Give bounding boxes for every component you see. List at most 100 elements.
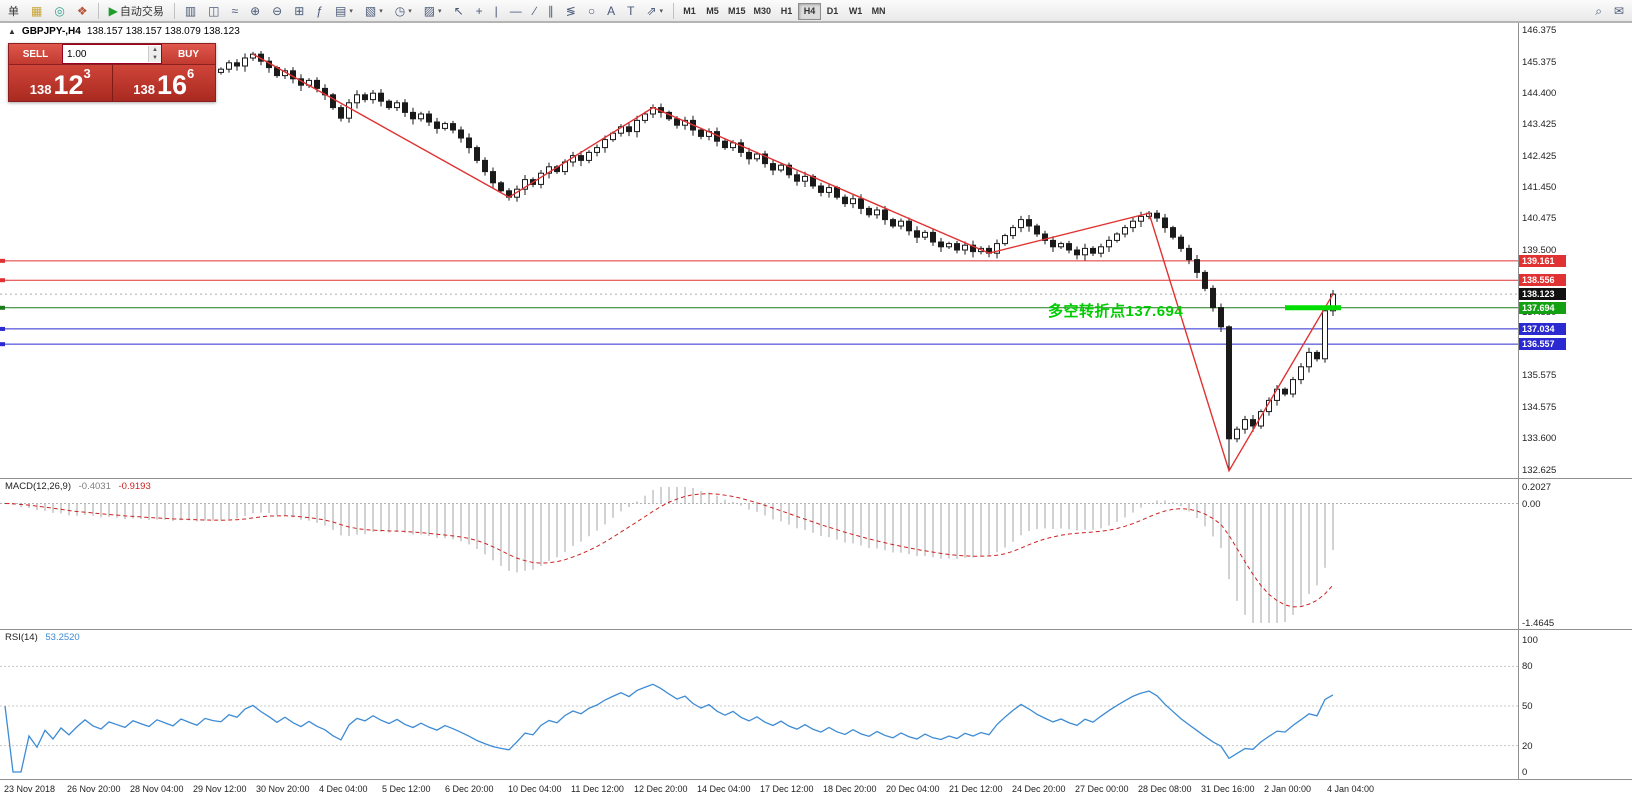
new-order-button[interactable]: 单 (3, 1, 24, 20)
time-axis-label: 29 Nov 12:00 (193, 784, 247, 794)
time-axis-label: 12 Dec 20:00 (634, 784, 688, 794)
time-axis-label: 23 Nov 2018 (4, 784, 56, 794)
rsi-scale-label: 80 (1522, 661, 1533, 673)
time-axis-label: 2 Jan 00:00 (1264, 784, 1312, 794)
timeframe-h4[interactable]: H4 (798, 2, 822, 20)
toolbar: 单 ▦ ◎ ❖ ▶ 自动交易 ▥ ◫ ≈ ⊕ ⊖ ⊞ ƒ ▤ ▾ ▧ ▾ ◷ ▾ ▨ ▾ ↖ + | — ∕ ∥ ≶ ○ A T ⇗ ▾… (0, 0, 1632, 22)
one-click-trading-panel: SELL ▲ ▼ BUY 138 12 3 138 16 6 (8, 43, 216, 102)
time-axis-label: 30 Nov 20:00 (256, 784, 310, 794)
chat-icon[interactable]: ✉ (1609, 1, 1629, 20)
horizontal-line-icon[interactable]: — (505, 1, 527, 20)
price-tag: 137.694 (1519, 301, 1566, 314)
text-icon[interactable]: A (602, 1, 620, 20)
macd-signal-value: -0.9193 (118, 481, 151, 492)
auto-trading-button[interactable]: ▶ 自动交易 (104, 1, 169, 20)
play-icon: ▶ (108, 3, 118, 18)
price-tag: 138.123 (1519, 288, 1566, 301)
channel-icon[interactable]: ∥ (543, 1, 559, 20)
templates-icon[interactable]: ▨ ▾ (419, 1, 447, 20)
time-axis-label: 21 Dec 12:00 (949, 784, 1003, 794)
price-axis-label: 143.425 (1522, 118, 1557, 130)
price-axis-label: 146.375 (1522, 24, 1557, 36)
rsi-scale-label: 100 (1522, 635, 1538, 646)
toolbar-chart-tools: ▥ ◫ ≈ ⊕ ⊖ ⊞ ƒ ▤ ▾ ▧ ▾ ◷ ▾ ▨ ▾ ↖ + | — ∕ ∥ ≶ ○ A T ⇗ ▾ (179, 1, 669, 20)
cursor-icon[interactable]: ↖ (449, 1, 469, 20)
vertical-line-icon[interactable]: | (490, 1, 503, 20)
bid-prefix: 138 (29, 82, 52, 97)
spinner-down-icon[interactable]: ▼ (149, 54, 161, 62)
navigator-icon[interactable]: ❖ (72, 1, 93, 20)
timeframe-h1[interactable]: H1 (775, 3, 798, 20)
indicators-icon[interactable]: ƒ (311, 1, 328, 20)
timeframe-m1[interactable]: M1 (678, 3, 701, 20)
time-axis-label: 20 Dec 04:00 (886, 784, 940, 794)
time-axis-label: 4 Jan 04:00 (1327, 784, 1375, 794)
arrows-icon[interactable]: ⇗ ▾ (641, 1, 668, 20)
ask-price[interactable]: 138 16 6 (112, 65, 215, 101)
timeframe-d1[interactable]: D1 (821, 3, 844, 20)
chart-title: ▲ GBPJPY-,H4 138.157 138.157 138.079 138… (8, 26, 240, 37)
search-icon[interactable]: ⌕ (1590, 1, 1607, 20)
zoom-in-icon[interactable]: ⊕ (245, 1, 265, 20)
price-axis-label: 144.400 (1522, 87, 1557, 99)
spinner-up-icon[interactable]: ▲ (149, 46, 161, 54)
time-axis-label: 31 Dec 16:00 (1201, 784, 1255, 794)
shapes-icon[interactable]: ○ (583, 1, 600, 20)
macd-name: MACD(12,26,9) (5, 481, 71, 492)
price-tag: 138.556 (1519, 274, 1566, 287)
toolbar-separator (173, 2, 175, 19)
indicator-list-icon[interactable]: ▤ ▾ (330, 1, 358, 20)
new-chart-icon[interactable]: ▧ ▾ (360, 1, 388, 20)
price-tag: 136.557 (1519, 338, 1566, 351)
rsi-value: 53.2520 (45, 632, 80, 643)
price-axis-label: 140.475 (1522, 213, 1557, 225)
volume-input[interactable] (63, 48, 148, 60)
ask-pipette: 6 (187, 66, 195, 81)
macd-main-value: -0.4031 (78, 481, 111, 492)
pivot-point-annotation[interactable]: 多空转折点137.694 (1048, 303, 1184, 320)
rsi-scale-label: 20 (1522, 740, 1533, 752)
line-chart-icon[interactable]: ≈ (227, 1, 244, 20)
timeframe-mn[interactable]: MN (867, 3, 890, 20)
fibonacci-icon[interactable]: ≶ (561, 1, 581, 20)
crosshair-icon[interactable]: + (471, 1, 488, 20)
ask-prefix: 138 (133, 82, 155, 97)
time-axis-label: 17 Dec 12:00 (760, 784, 814, 794)
trendline-icon[interactable]: ∕ (529, 1, 541, 20)
sell-button[interactable]: SELL (9, 44, 62, 64)
timeframe-m30[interactable]: M30 (750, 3, 776, 20)
time-axis-label: 18 Dec 20:00 (823, 784, 877, 794)
chart-file-icon[interactable]: ▦ (26, 1, 47, 20)
label-icon[interactable]: T (622, 1, 639, 20)
ohlc-values: 138.157 138.157 138.079 138.123 (86, 26, 240, 37)
tile-windows-icon[interactable]: ⊞ (289, 1, 309, 20)
price-tag: 137.034 (1519, 322, 1566, 335)
price-tag: 139.161 (1519, 254, 1566, 267)
dropdown-arrow-icon: ▾ (408, 7, 412, 15)
bid-price[interactable]: 138 12 3 (9, 65, 113, 101)
period-icon[interactable]: ◷ ▾ (390, 1, 417, 20)
price-axis-label: 135.575 (1522, 370, 1557, 382)
panel-collapse-toggle[interactable]: ▲ (8, 27, 16, 36)
bid-pipette: 3 (83, 66, 91, 81)
price-axis-label: 132.625 (1522, 464, 1557, 476)
market-watch-icon[interactable]: ◎ (49, 1, 69, 20)
macd-scale-max: 0.2027 (1522, 482, 1552, 493)
timeframe-switcher: M1 M5 M15 M30 H1 H4 D1 W1 MN (678, 1, 890, 20)
zoom-out-icon[interactable]: ⊖ (267, 1, 287, 20)
price-axis-label: 145.375 (1522, 56, 1557, 68)
time-axis-label: 5 Dec 12:00 (382, 784, 431, 794)
timeframe-m5[interactable]: M5 (701, 3, 724, 20)
rsi-name: RSI(14) (5, 632, 38, 643)
bar-chart-icon[interactable]: ▥ (180, 1, 201, 20)
volume-spinner: ▲ ▼ (148, 46, 161, 62)
time-axis-label: 27 Dec 00:00 (1075, 784, 1129, 794)
macd-scale-zero: 0.00 (1522, 498, 1541, 510)
candlestick-icon[interactable]: ◫ (203, 1, 224, 20)
buy-button[interactable]: BUY (162, 44, 215, 64)
rsi-indicator-label: RSI(14) 53.2520 (5, 632, 80, 643)
timeframe-w1[interactable]: W1 (844, 3, 867, 20)
timeframe-m15[interactable]: M15 (724, 3, 750, 20)
